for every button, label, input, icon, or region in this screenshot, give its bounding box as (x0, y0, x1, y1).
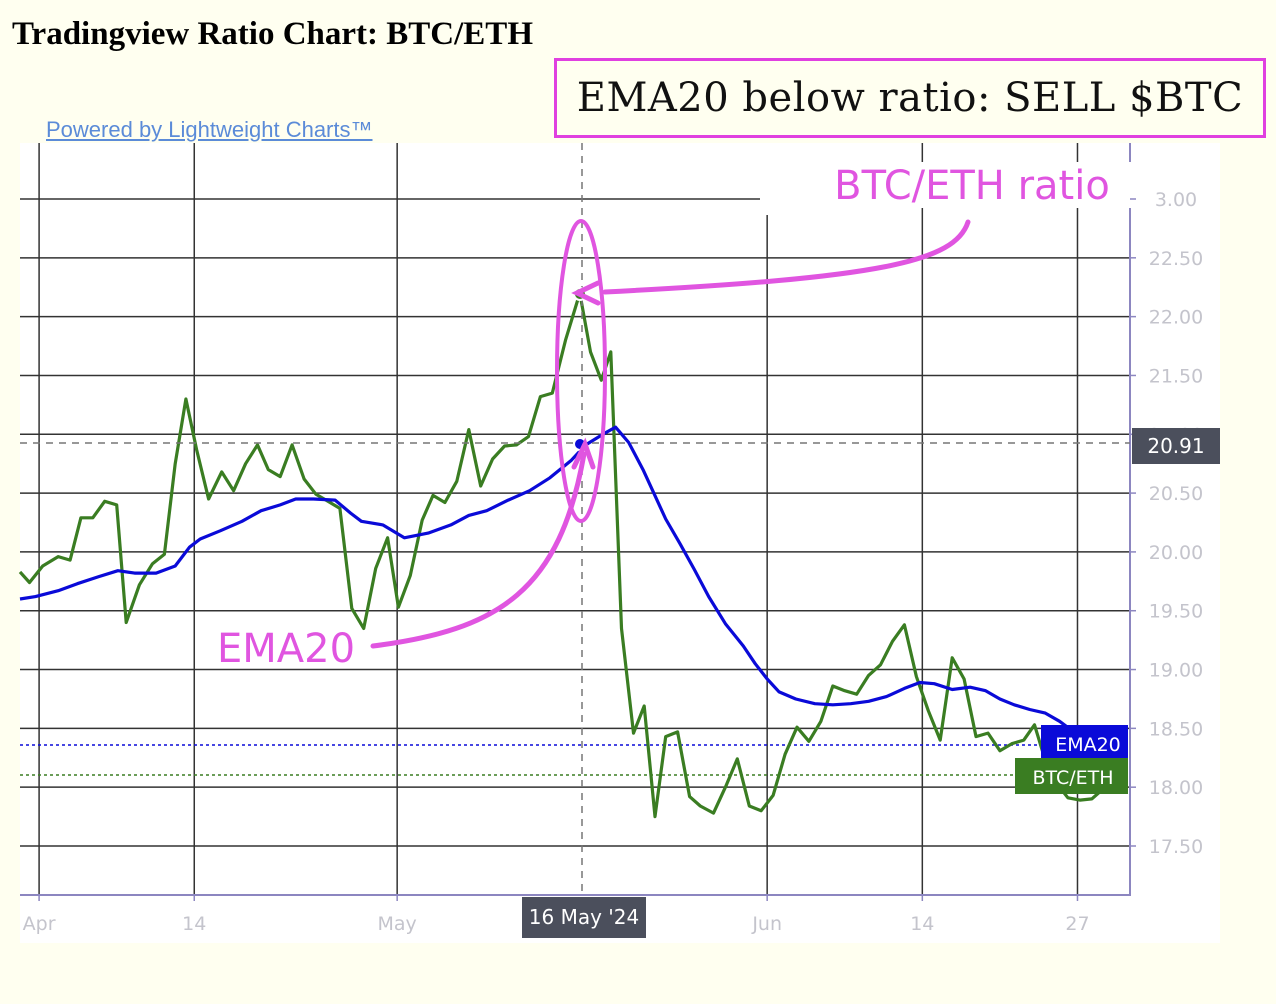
annotation-backdrop (760, 162, 1140, 208)
ratio-callout-arrowhead (571, 280, 601, 306)
annotation-layer (370, 219, 971, 649)
y-tick-label: 19.50 (1149, 601, 1203, 623)
refline-layer (20, 744, 1130, 776)
btceth-last-value-label: BTC/ETH (1032, 767, 1113, 789)
signal-banner: EMA20 below ratio: SELL $BTC (554, 58, 1266, 138)
y-tick-label: 18.00 (1149, 777, 1203, 799)
btceth-last-value-box (1015, 758, 1128, 794)
y-tick-label: 18.50 (1149, 718, 1203, 740)
y-tick-label: 22.50 (1149, 248, 1203, 270)
y-tick-label: 20.00 (1149, 542, 1203, 564)
ema-callout-arrowhead (571, 437, 596, 470)
y-tick-label: 20.50 (1149, 483, 1203, 505)
ratio-callout-arrow (602, 219, 971, 295)
ema-callout-arrow (370, 451, 587, 649)
y-tick-label: 17.50 (1149, 836, 1203, 858)
x-tick-label: 14 (182, 913, 206, 935)
y-tick-label: 22.00 (1149, 307, 1203, 329)
x-tick-label: May (378, 913, 417, 935)
y-tick-label: 21.50 (1149, 365, 1203, 387)
ema-callout-label: EMA20 (217, 626, 355, 672)
crosshair-price-label: 20.91 (1147, 434, 1204, 458)
ratio-callout-label: BTC/ETH ratio (834, 163, 1110, 209)
label-layer: 20.91 16 May '24 EMA20 BTC/ETH (522, 428, 1220, 938)
page-title: Tradingview Ratio Chart: BTC/ETH (12, 16, 533, 52)
ema20-last-value-label: EMA20 (1055, 734, 1121, 756)
y-tick-label: 3.00 (1155, 189, 1197, 211)
crosshair-price-box (1132, 428, 1220, 464)
y-tick-label: 19.00 (1149, 660, 1203, 682)
tick-layer: 3.0022.5022.0021.5021.0020.5020.0019.501… (23, 189, 1204, 935)
crosshair-date-label: 16 May '24 (529, 905, 639, 929)
signal-banner-text: EMA20 below ratio: SELL $BTC (576, 75, 1244, 121)
chart-background (20, 143, 1220, 943)
crosshair-date-box (522, 897, 646, 938)
peak-highlight-ellipse (555, 219, 607, 523)
powered-by-link[interactable]: Powered by Lightweight Charts™ (46, 117, 373, 142)
x-tick-label: 27 (1065, 913, 1089, 935)
x-tick-label: Jun (751, 913, 782, 935)
btceth-series-line (18, 291, 1104, 819)
x-tick-label: 14 (910, 913, 934, 935)
grid-layer (20, 143, 1130, 895)
ema20-last-value-box (1041, 725, 1128, 761)
x-tick-label: Apr (23, 913, 56, 935)
